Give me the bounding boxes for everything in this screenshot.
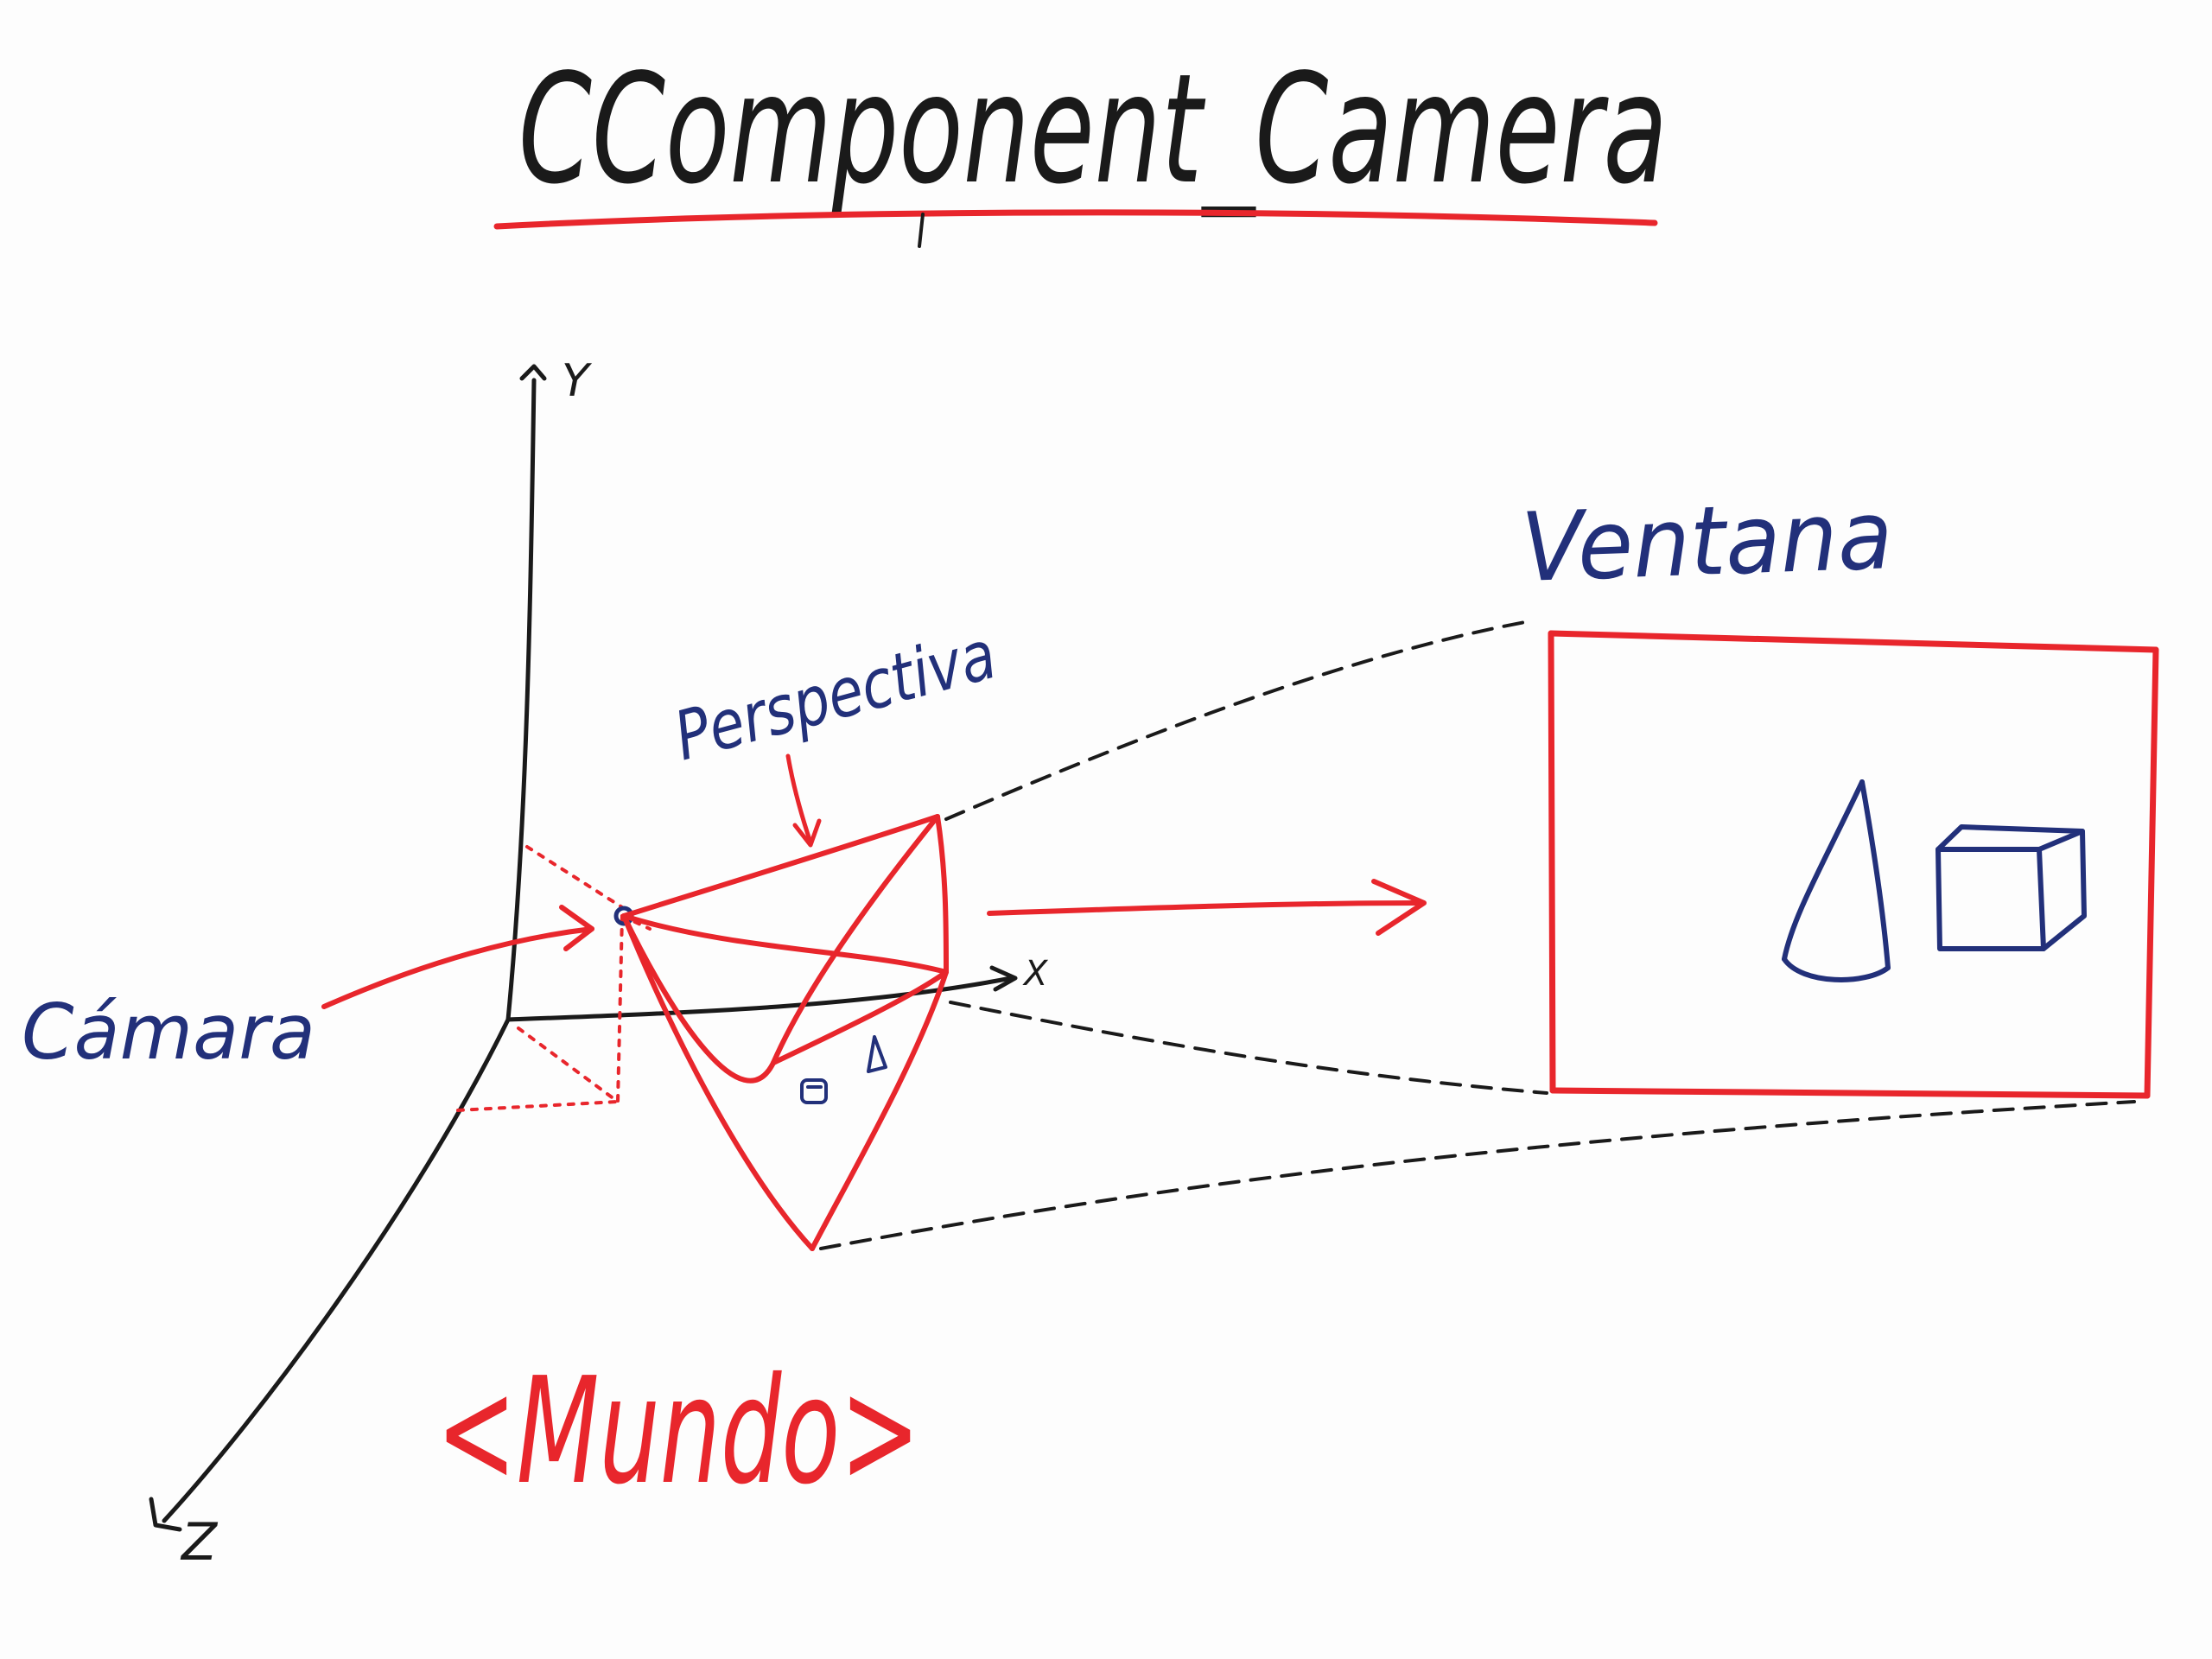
- title-underline: [493, 209, 1658, 230]
- perspective-arrowhead: [792, 818, 822, 848]
- z-axis: Z: [149, 1017, 511, 1573]
- x-axis: X: [505, 954, 1049, 1022]
- cube-shape: [1936, 824, 2087, 951]
- perspective-frustum: [621, 814, 949, 1251]
- frustum-objects-sketch: [800, 1035, 887, 1104]
- world-label: <Mundo>: [436, 1346, 920, 1517]
- window-connectors: [819, 620, 2136, 1250]
- x-axis-label: X: [1022, 954, 1049, 994]
- window-label: Ventana: [1519, 480, 1894, 603]
- camera-arrow: [321, 926, 594, 1009]
- projection-arrowhead: [1371, 879, 1427, 936]
- z-axis-label: Z: [180, 1512, 219, 1573]
- y-axis: Y: [505, 355, 593, 1022]
- window-frame: [1548, 630, 2159, 1099]
- perspective-arrow: [785, 753, 813, 845]
- camera-label: Cámara: [22, 988, 315, 1077]
- cone-shape: [1782, 779, 1891, 982]
- projection-arrow: [987, 900, 1424, 916]
- diagram-title: CComponent_Camera: [518, 42, 1668, 218]
- title-tick: [918, 213, 925, 248]
- camera-arrowhead: [559, 905, 594, 951]
- camera-position-guides: [456, 845, 652, 1112]
- perspective-label: Perspectiva: [667, 616, 1004, 776]
- y-axis-label: Y: [562, 355, 593, 407]
